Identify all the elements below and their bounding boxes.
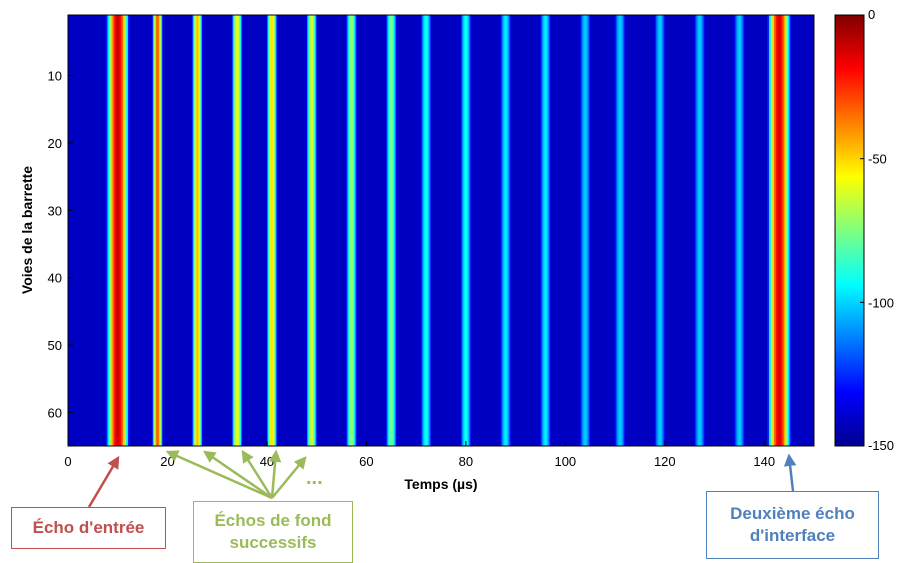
y-tick-label: 40 [48,271,62,286]
echo-band-layer [350,15,353,446]
annotation-echos-fond: Échos de fond successifs [193,501,353,563]
annotation-echo-entree: Écho d'entrée [11,507,166,549]
arrow-entry [87,455,120,508]
y-tick-label: 60 [48,405,62,420]
x-tick-label: 20 [160,454,174,469]
echo-band [614,15,626,446]
annotation-arrows: ... [87,449,797,508]
echo-band [579,15,591,446]
echo-band [231,15,243,446]
echo-band-layer [619,15,621,446]
echo-band [767,15,792,446]
arrow-fond-4 [268,449,282,499]
echo-band-layer [659,15,661,446]
annotation-echo-entree-text: Écho d'entrée [32,517,145,537]
echo-band [539,15,551,446]
echo-band [733,15,745,446]
echo-band [191,15,203,446]
y-axis: 10 20 30 40 50 60 [48,69,73,420]
y-tick-label: 50 [48,338,62,353]
echo-band [420,15,432,446]
y-tick-label: 30 [48,203,62,218]
echo-band-layer [504,15,507,446]
fond-ellipsis: ... [306,467,323,489]
echo-band-layer [465,15,467,446]
echo-layer [105,15,792,446]
x-tick-label: 60 [359,454,373,469]
plot-frame [67,14,815,447]
arrow-fond-1 [165,450,273,500]
echo-band [306,15,318,446]
arrow-fond-3 [241,449,274,499]
colorbar-gradient [834,14,865,447]
x-axis-label: Temps (µs) [404,476,477,492]
echo-band [500,15,512,446]
echo-band-layer [584,15,587,446]
x-tick-label: 80 [459,454,473,469]
echo-band-layer [236,15,238,446]
y-axis-label: Voies de la barrette [19,166,35,294]
echo-band-layer [390,15,393,446]
x-tick-label: 100 [554,454,576,469]
echo-band-layer [310,15,313,446]
annotation-deuxieme-echo-text: Deuxième écho d'interface [730,503,855,545]
echo-band [385,15,397,446]
colorbar: 0 -50 -100 -150 [834,7,894,453]
echo-band-layer [116,15,120,446]
echo-band-layer [777,15,781,446]
colorbar-tick-label: -50 [868,152,887,167]
echo-band-layer [544,15,547,446]
echo-band [460,15,472,446]
echo-band-layer [196,15,199,446]
echo-band-layer [425,15,427,446]
colorbar-ticks: 0 -50 -100 -150 [860,7,894,453]
x-tick-label: 0 [64,454,71,469]
colorbar-tick-label: -100 [868,295,894,310]
x-tick-label: 140 [753,454,775,469]
y-tick-label: 20 [48,136,62,151]
echo-band [346,15,357,446]
arrow-fond-5 [271,456,307,499]
echo-band-layer [698,15,701,446]
y-tick-label: 10 [48,69,62,84]
annotation-echos-fond-text: Échos de fond successifs [214,510,332,552]
x-tick-label: 40 [260,454,274,469]
echo-band-layer [738,15,741,446]
echo-band [694,15,706,446]
echo-band [105,15,130,446]
arrow-fond-2 [202,450,273,500]
x-tick-label: 120 [654,454,676,469]
echo-band [266,15,278,446]
arrow-deuxieme [783,453,797,492]
colorbar-tick-label: 0 [868,7,875,22]
echo-band-layer [156,15,159,446]
echo-band [654,15,666,446]
echo-band-layer [271,15,273,446]
plot-area [67,14,815,447]
echo-band [152,15,163,446]
annotation-deuxieme-echo: Deuxième écho d'interface [706,491,879,559]
colorbar-tick-label: -150 [868,438,894,453]
